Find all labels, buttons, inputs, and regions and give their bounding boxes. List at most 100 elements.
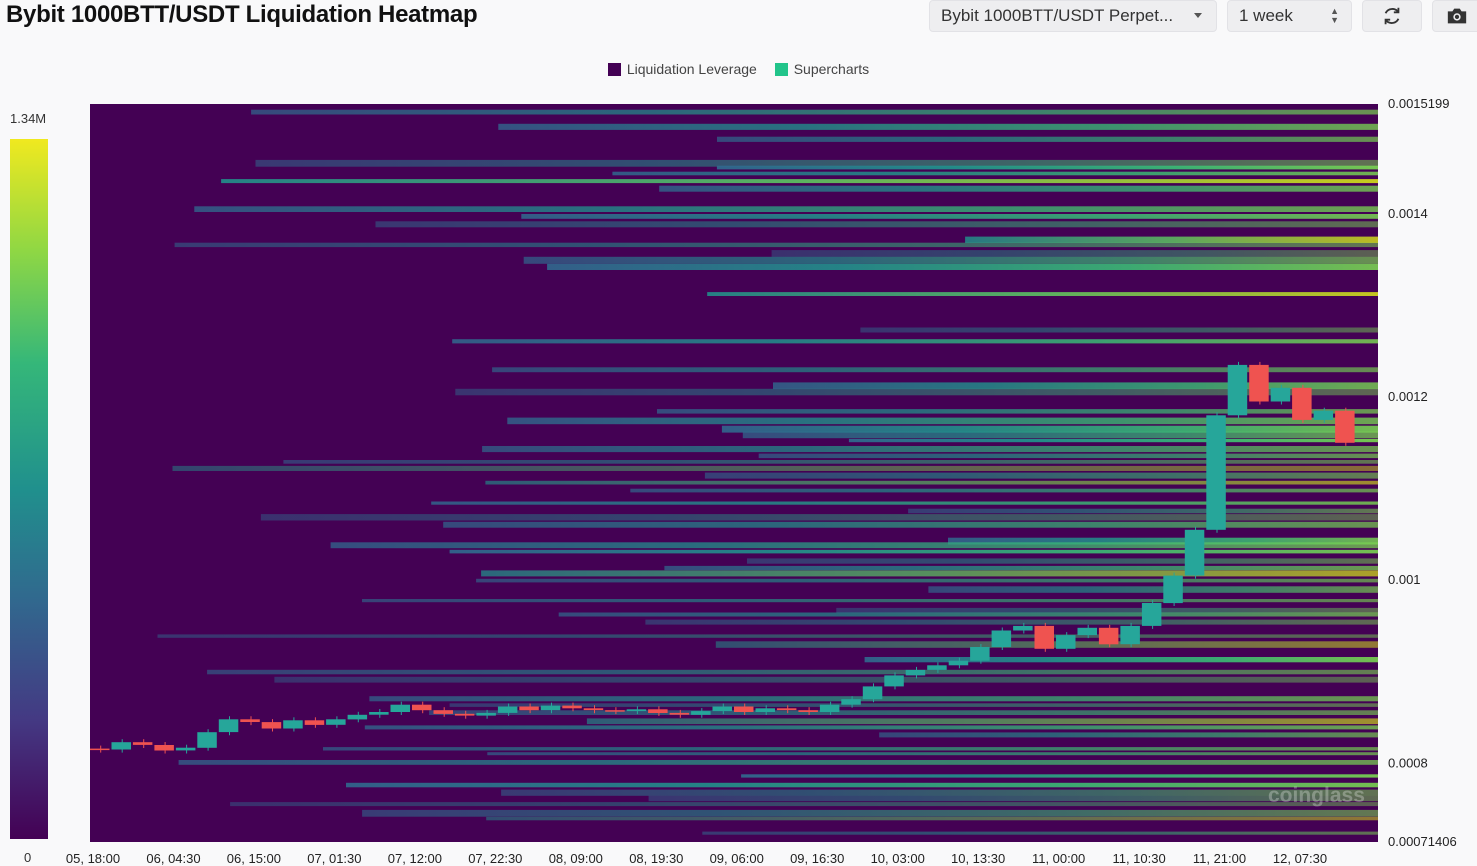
y-tick-label: 0.00071406 bbox=[1388, 834, 1457, 849]
camera-icon bbox=[1447, 8, 1467, 24]
heatmap-band bbox=[172, 465, 1378, 471]
heatmap-band bbox=[207, 669, 1379, 675]
heatmap-band bbox=[260, 514, 1378, 521]
watermark: coinglass bbox=[1268, 784, 1365, 807]
x-tick-label: 08, 09:00 bbox=[549, 851, 603, 866]
heatmap-band bbox=[251, 109, 1379, 115]
heatmap-band bbox=[716, 165, 1378, 170]
legend-label: Supercharts bbox=[793, 61, 870, 77]
legend-item-liquidation-leverage[interactable]: Liquidation Leverage bbox=[607, 61, 757, 77]
candle-body bbox=[884, 675, 904, 687]
x-tick-label: 09, 06:00 bbox=[710, 851, 764, 866]
candle-body bbox=[326, 719, 346, 725]
candle-body bbox=[304, 720, 325, 725]
heatmap-band bbox=[362, 809, 1379, 817]
heatmap-band bbox=[507, 417, 1378, 425]
screenshot-button[interactable] bbox=[1432, 0, 1477, 32]
legend-swatch bbox=[774, 62, 788, 76]
heatmap-band bbox=[771, 250, 1378, 257]
candle-body bbox=[1206, 415, 1226, 530]
candle-body bbox=[626, 709, 647, 712]
y-tick-label: 0.001 bbox=[1388, 572, 1421, 587]
candle-body bbox=[261, 722, 282, 729]
candle-body bbox=[433, 710, 453, 714]
candle-body bbox=[1184, 529, 1205, 576]
colorbar bbox=[10, 139, 48, 839]
heatmap-band bbox=[659, 185, 1378, 192]
x-tick-label: 11, 00:00 bbox=[1032, 851, 1085, 866]
x-tick-label: 06, 04:30 bbox=[146, 851, 200, 866]
candle-body bbox=[1056, 635, 1076, 649]
x-tick-label: 08, 19:30 bbox=[629, 851, 683, 866]
x-tick-label: 11, 10:30 bbox=[1112, 851, 1165, 866]
symbol-select-value: Bybit 1000BTT/USDT Perpet... bbox=[941, 6, 1174, 25]
heatmap-band bbox=[449, 549, 1379, 554]
heatmap-band bbox=[586, 718, 1378, 725]
heatmap-band bbox=[498, 123, 1378, 130]
x-tick-label: 05, 18:00 bbox=[66, 851, 120, 866]
heatmap-band bbox=[657, 409, 1378, 414]
candle-body bbox=[734, 706, 754, 712]
x-axis: 05, 18:00 06, 04:30 06, 15:00 07, 01:30 07, … bbox=[66, 851, 1327, 866]
heatmap-band bbox=[330, 542, 1379, 549]
candle-body bbox=[1120, 625, 1140, 645]
candle-body bbox=[1227, 364, 1248, 416]
heatmap-band bbox=[487, 752, 1378, 756]
candle-body bbox=[1249, 364, 1269, 402]
heatmap-band bbox=[547, 263, 1378, 270]
legend-item-supercharts[interactable]: Supercharts bbox=[774, 61, 870, 77]
legend-label: Liquidation Leverage bbox=[626, 61, 757, 77]
refresh-button[interactable] bbox=[1362, 0, 1422, 32]
heatmap-band bbox=[221, 179, 1379, 184]
legend-swatch bbox=[607, 62, 621, 76]
heatmap-band bbox=[274, 676, 1378, 683]
heatmap-band bbox=[717, 136, 1378, 142]
heatmap-band bbox=[174, 242, 1379, 248]
heatmap-band bbox=[664, 565, 1378, 571]
chart-legend: Liquidation Leverage Supercharts bbox=[0, 61, 1477, 79]
heatmap-band bbox=[928, 586, 1378, 593]
x-tick-label: 10, 03:00 bbox=[871, 851, 925, 866]
candle-body bbox=[1270, 387, 1291, 402]
candle-body bbox=[519, 706, 539, 711]
heatmap-band bbox=[879, 732, 1378, 738]
candle-body bbox=[497, 706, 518, 713]
candle-body bbox=[948, 660, 969, 666]
x-tick-label: 07, 01:30 bbox=[307, 851, 361, 866]
candle-body bbox=[1077, 627, 1097, 636]
candle-body bbox=[175, 747, 196, 751]
colorbar-max-label: 1.34M bbox=[10, 111, 47, 126]
heatmap-bands bbox=[157, 109, 1379, 835]
y-tick-label: 0.0008 bbox=[1388, 755, 1428, 770]
x-tick-label: 07, 22:30 bbox=[468, 851, 522, 866]
candle-body bbox=[712, 706, 732, 712]
heatmap-band bbox=[283, 460, 1378, 464]
candle-body bbox=[454, 713, 475, 716]
heatmap-band bbox=[648, 795, 1378, 802]
heatmap-band bbox=[558, 612, 1378, 617]
candle-body bbox=[412, 704, 432, 711]
range-select[interactable]: 1 week ▲ ▼ bbox=[1227, 0, 1352, 32]
candle-body bbox=[218, 719, 239, 733]
sort-arrows-icon: ▲ ▼ bbox=[1330, 6, 1339, 25]
heatmap-band bbox=[476, 578, 1379, 583]
heatmap-band bbox=[741, 774, 1378, 778]
candle-body bbox=[154, 745, 174, 751]
heatmap-band bbox=[501, 789, 1379, 796]
heatmap-band bbox=[860, 327, 1378, 333]
range-select-value: 1 week bbox=[1239, 6, 1293, 25]
heatmap-band bbox=[836, 607, 1378, 614]
y-tick-label: 0.0014 bbox=[1388, 206, 1428, 221]
page-title: Bybit 1000BTT/USDT Liquidation Heatmap bbox=[6, 1, 478, 28]
symbol-select[interactable]: Bybit 1000BTT/USDT Perpet... bbox=[929, 0, 1217, 32]
chevron-down-icon bbox=[1194, 13, 1202, 18]
heatmap-band bbox=[157, 634, 1378, 638]
candle-body bbox=[905, 669, 926, 676]
candle-body bbox=[583, 708, 604, 711]
candle-body bbox=[1292, 387, 1312, 420]
candle-body bbox=[776, 708, 797, 711]
heatmap-band bbox=[449, 703, 1379, 707]
candle-body bbox=[1141, 603, 1162, 626]
heatmap-band bbox=[758, 453, 1378, 459]
